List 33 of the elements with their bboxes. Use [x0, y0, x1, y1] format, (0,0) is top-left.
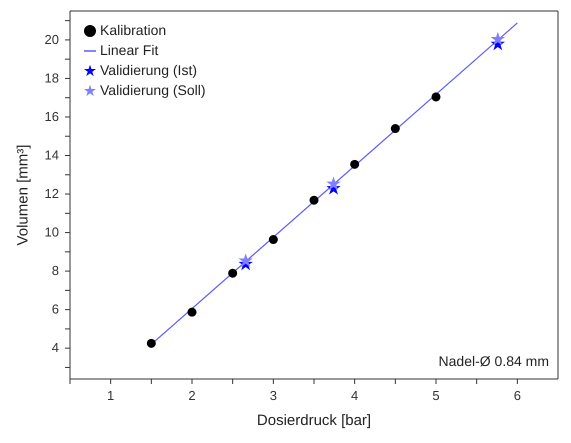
x-tick-label: 2 [188, 388, 196, 403]
y-tick-label: 20 [44, 32, 59, 47]
point [326, 176, 341, 190]
x-tick-label: 6 [514, 388, 521, 403]
x-tick-label: 4 [351, 388, 358, 403]
point [431, 92, 441, 102]
point [268, 235, 278, 244]
y-axis-title: Volumen [mm³] [14, 144, 32, 246]
legend-label: Validierung (Soll) [100, 82, 206, 98]
x-tick-label: 5 [432, 388, 440, 403]
point [350, 160, 360, 169]
y-tick-label: 12 [44, 186, 59, 202]
y-tick-label: 4 [52, 340, 59, 356]
y-tick-label: 8 [52, 263, 59, 278]
x-tick-label: 3 [270, 388, 277, 403]
y-tick-label: 16 [44, 108, 59, 124]
point [228, 268, 238, 278]
point [187, 308, 197, 317]
y-tick-label: 14 [44, 148, 59, 163]
legend-label: Kalibration [100, 22, 166, 38]
y-tick-label: 18 [44, 70, 59, 86]
point [309, 196, 319, 205]
y-tick-label: 6 [52, 302, 59, 317]
point [390, 124, 400, 134]
x-axis-title: Dosierdruck [bar] [256, 412, 372, 429]
legend-label: Validierung (Ist) [100, 62, 198, 78]
point [146, 338, 156, 348]
annotation: Nadel-Ø 0.84 mm [438, 353, 549, 369]
x-tick-label: 1 [107, 388, 114, 403]
point [490, 32, 505, 46]
legend-label: Linear Fit [100, 42, 158, 58]
y-tick-label: 10 [44, 224, 59, 240]
point [238, 253, 253, 267]
